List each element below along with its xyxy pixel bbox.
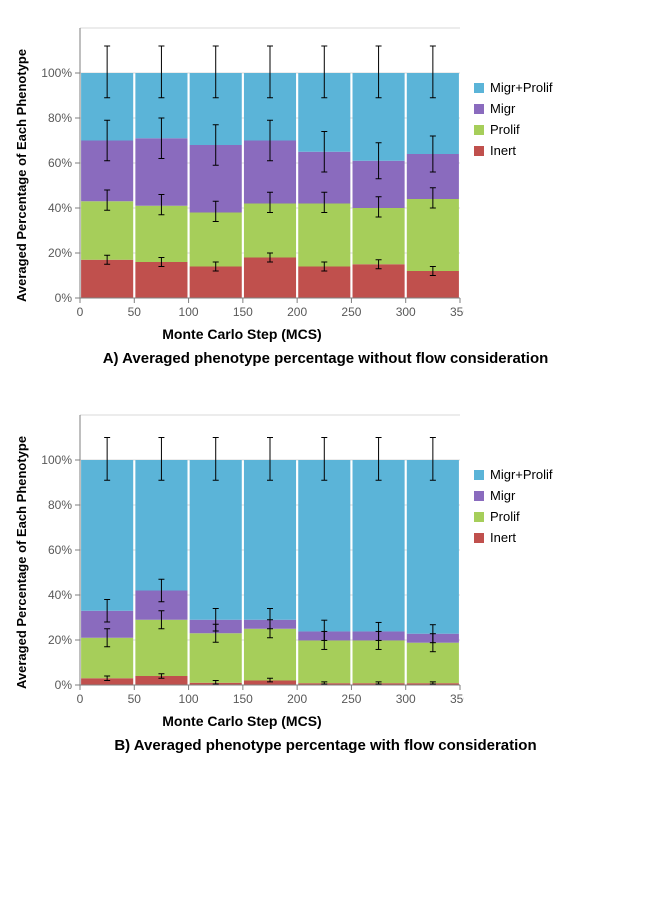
svg-text:150: 150	[233, 305, 253, 319]
svg-text:250: 250	[341, 305, 361, 319]
legend-swatch	[474, 125, 484, 135]
caption-a: A) Averaged phenotype percentage without…	[20, 350, 631, 367]
legend-label: Inert	[490, 143, 516, 158]
chart-svg-b: 0% 20% 40% 60% 80% 100% 0 50 100 150 200 250 300 350	[20, 407, 464, 711]
legend-label: Prolif	[490, 509, 520, 524]
svg-text:0: 0	[77, 305, 84, 319]
legend-a: Migr+Prolif Migr Prolif Inert	[474, 80, 553, 164]
legend-label: Migr+Prolif	[490, 80, 553, 95]
svg-text:20%: 20%	[48, 633, 72, 647]
svg-text:60%: 60%	[48, 543, 72, 557]
panel-b: Averaged Percentage of Each Phenotype 0%…	[20, 407, 631, 754]
legend-item: Migr	[474, 488, 553, 503]
svg-text:50: 50	[128, 305, 142, 319]
svg-text:200: 200	[287, 692, 307, 706]
legend-item: Migr	[474, 101, 553, 116]
svg-text:250: 250	[341, 692, 361, 706]
legend-label: Migr+Prolif	[490, 467, 553, 482]
legend-label: Migr	[490, 101, 515, 116]
svg-text:100%: 100%	[41, 66, 72, 80]
svg-text:20%: 20%	[48, 246, 72, 260]
legend-swatch	[474, 533, 484, 543]
legend-item: Inert	[474, 143, 553, 158]
legend-item: Prolif	[474, 122, 553, 137]
svg-text:80%: 80%	[48, 498, 72, 512]
svg-text:350: 350	[450, 692, 464, 706]
svg-text:150: 150	[233, 692, 253, 706]
chart-svg-a: 0% 20% 40% 60% 80% 100% 0 50 100 150 200 250 300 350	[20, 20, 464, 324]
legend-swatch	[474, 146, 484, 156]
ylabel-a: Averaged Percentage of Each Phenotype	[14, 49, 29, 302]
xlabel-a: Monte Carlo Step (MCS)	[20, 326, 464, 342]
caption-b: B) Averaged phenotype percentage with fl…	[20, 737, 631, 754]
svg-text:200: 200	[287, 305, 307, 319]
svg-text:0%: 0%	[55, 291, 73, 305]
svg-text:300: 300	[396, 305, 416, 319]
svg-text:0: 0	[77, 692, 84, 706]
legend-swatch	[474, 104, 484, 114]
ylabel-b: Averaged Percentage of Each Phenotype	[14, 436, 29, 689]
chart-area-b: Averaged Percentage of Each Phenotype 0%…	[20, 407, 464, 729]
svg-text:100: 100	[179, 305, 199, 319]
svg-text:40%: 40%	[48, 588, 72, 602]
svg-text:60%: 60%	[48, 156, 72, 170]
legend-item: Migr+Prolif	[474, 467, 553, 482]
svg-text:0%: 0%	[55, 678, 73, 692]
chart-row-a: Averaged Percentage of Each Phenotype 0%…	[20, 20, 631, 342]
chart-row-b: Averaged Percentage of Each Phenotype 0%…	[20, 407, 631, 729]
svg-text:50: 50	[128, 692, 142, 706]
panel-a: Averaged Percentage of Each Phenotype 0%…	[20, 20, 631, 367]
legend-item: Migr+Prolif	[474, 80, 553, 95]
xlabel-b: Monte Carlo Step (MCS)	[20, 713, 464, 729]
legend-label: Migr	[490, 488, 515, 503]
legend-swatch	[474, 491, 484, 501]
svg-text:300: 300	[396, 692, 416, 706]
legend-b: Migr+Prolif Migr Prolif Inert	[474, 467, 553, 551]
svg-text:40%: 40%	[48, 201, 72, 215]
legend-label: Prolif	[490, 122, 520, 137]
legend-item: Prolif	[474, 509, 553, 524]
svg-text:100: 100	[179, 692, 199, 706]
svg-text:100%: 100%	[41, 453, 72, 467]
svg-text:80%: 80%	[48, 111, 72, 125]
chart-area-a: Averaged Percentage of Each Phenotype 0%…	[20, 20, 464, 342]
legend-swatch	[474, 83, 484, 93]
legend-label: Inert	[490, 530, 516, 545]
svg-text:350: 350	[450, 305, 464, 319]
legend-swatch	[474, 470, 484, 480]
legend-item: Inert	[474, 530, 553, 545]
legend-swatch	[474, 512, 484, 522]
